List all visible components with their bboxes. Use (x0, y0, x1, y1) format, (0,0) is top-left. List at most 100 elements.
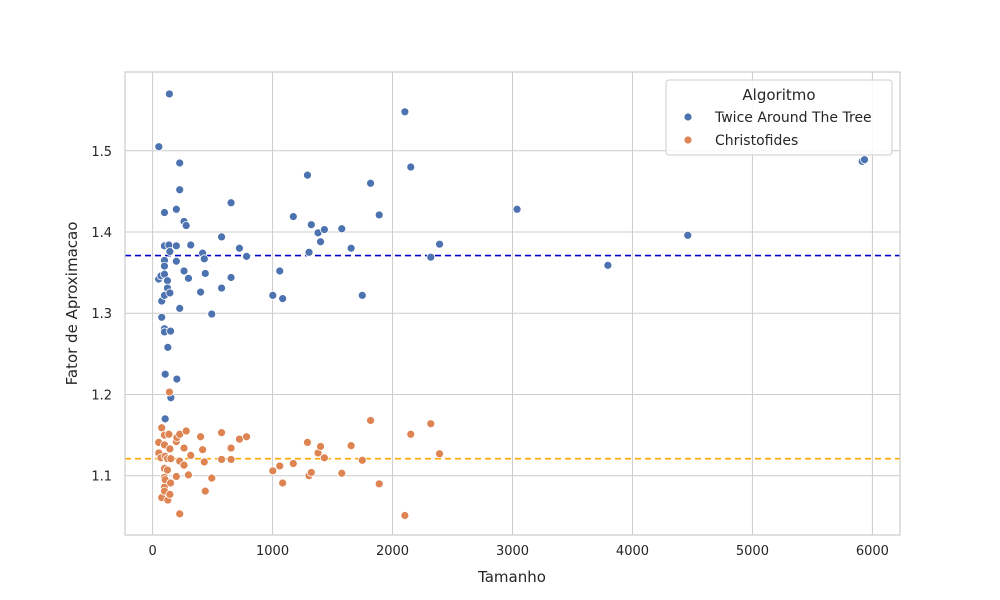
data-point (275, 266, 285, 276)
data-point (337, 468, 347, 478)
data-point (165, 489, 175, 499)
data-point (366, 178, 375, 188)
legend-marker-christofides (683, 135, 693, 145)
data-point (198, 445, 208, 455)
data-point (275, 461, 285, 471)
data-point (603, 260, 613, 270)
x-tick-label: 0 (148, 544, 156, 559)
data-point (357, 455, 367, 465)
data-point (179, 443, 189, 453)
data-point (268, 466, 278, 476)
data-point (217, 283, 226, 293)
data-point (400, 511, 410, 520)
data-point (163, 342, 173, 352)
x-tick-label: 5000 (736, 544, 769, 559)
data-point (200, 269, 210, 278)
data-points (154, 89, 869, 520)
data-point (374, 210, 384, 220)
data-point (196, 287, 205, 297)
x-tick-label: 4000 (616, 544, 649, 559)
data-point (175, 185, 185, 195)
data-point (207, 309, 217, 319)
data-point (319, 453, 329, 463)
x-tick-label: 3000 (496, 544, 529, 559)
data-point (166, 478, 175, 488)
data-point (288, 212, 298, 221)
data-point (683, 230, 693, 240)
data-point (175, 303, 185, 313)
data-point (860, 155, 869, 165)
data-point (171, 204, 181, 214)
data-point (316, 237, 325, 247)
data-point (160, 414, 170, 424)
data-point (400, 107, 410, 117)
data-point (186, 450, 196, 460)
data-point (160, 208, 169, 217)
y-tick-label: 1.2 (91, 388, 112, 403)
data-point (199, 457, 209, 467)
data-point (164, 387, 174, 397)
x-axis-label: Tamanho (477, 568, 546, 586)
data-point (337, 224, 347, 234)
x-tick-labels: 0 1000 2000 3000 4000 5000 6000 (148, 544, 889, 559)
data-point (181, 426, 191, 436)
y-tick-label: 1.4 (91, 226, 112, 241)
data-point (179, 266, 189, 276)
data-point (165, 444, 175, 454)
plot-frame (124, 71, 901, 536)
data-point (166, 454, 176, 464)
legend-label-twice-around-the-tree: Twice Around The Tree (714, 110, 872, 126)
data-point (154, 142, 164, 152)
data-point (171, 472, 181, 481)
data-point (303, 437, 312, 447)
data-point (374, 479, 384, 489)
data-point (316, 442, 325, 451)
data-point (306, 468, 316, 477)
data-point (160, 261, 169, 271)
data-point (226, 443, 236, 453)
y-tick-label: 1.1 (91, 470, 112, 485)
data-point (306, 220, 316, 230)
data-point (165, 288, 175, 298)
legend-box (665, 79, 893, 156)
data-point (303, 170, 312, 180)
data-point (226, 273, 236, 282)
data-point (242, 251, 251, 261)
x-tick-label: 1000 (256, 544, 289, 559)
data-point (175, 158, 185, 168)
data-point (160, 369, 170, 379)
data-point (163, 465, 172, 475)
data-point (268, 290, 278, 300)
data-point (184, 273, 193, 283)
data-point (199, 254, 209, 264)
grid-lines (125, 72, 900, 535)
data-point (366, 416, 375, 425)
legend-title: Algoritmo (742, 86, 815, 104)
data-point (357, 290, 367, 300)
data-point (278, 478, 288, 488)
data-point (157, 312, 167, 322)
data-point (406, 162, 416, 172)
data-point (157, 423, 167, 433)
data-point (186, 240, 196, 250)
data-point (217, 232, 226, 242)
y-tick-labels: 1.1 1.2 1.3 1.4 1.5 (91, 145, 112, 485)
data-point (435, 449, 444, 459)
x-tick-label: 2000 (376, 544, 409, 559)
x-tick-label: 6000 (856, 544, 889, 559)
data-point (406, 429, 416, 439)
data-point (426, 252, 436, 262)
legend: Algoritmo Twice Around The Tree Christof… (665, 79, 893, 156)
data-point (304, 247, 314, 257)
data-point (200, 486, 210, 496)
data-point (164, 429, 174, 439)
data-point (435, 239, 444, 249)
data-point (346, 441, 356, 451)
data-point (512, 204, 522, 214)
data-point (426, 419, 436, 429)
data-point (179, 460, 189, 470)
data-point (217, 428, 226, 438)
data-point (207, 473, 217, 483)
data-point (166, 326, 175, 336)
